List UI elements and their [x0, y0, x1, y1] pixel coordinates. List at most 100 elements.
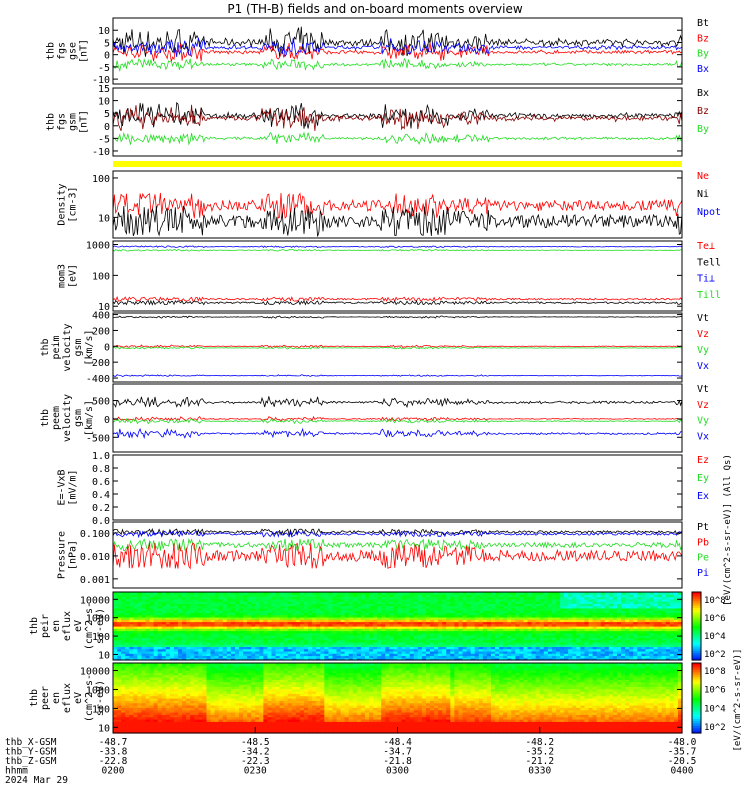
- heatmap-cell: [206, 641, 212, 645]
- heatmap-cell: [665, 610, 671, 613]
- heatmap-cell: [340, 626, 346, 629]
- heatmap-cell: [182, 667, 187, 671]
- heatmap-cell: [320, 632, 325, 636]
- y-tick-label: -10: [92, 147, 110, 158]
- heatmap-cell: [340, 607, 346, 611]
- heatmap-cell: [381, 626, 386, 629]
- heatmap-cell: [612, 648, 618, 652]
- heatmap-cell: [271, 623, 277, 627]
- heatmap-cell: [344, 621, 350, 625]
- heatmap-cell: [470, 612, 476, 616]
- heatmap-cell: [486, 644, 492, 647]
- heatmap-cell: [275, 628, 281, 632]
- heatmap-cell: [113, 623, 118, 627]
- heatmap-cell: [182, 594, 187, 598]
- heatmap-cell: [182, 702, 187, 706]
- heatmap-cell: [186, 657, 191, 661]
- heatmap-cell: [287, 653, 293, 657]
- heatmap-cell: [149, 646, 155, 650]
- heatmap-cell: [470, 639, 476, 643]
- heatmap-cell: [470, 644, 476, 647]
- heatmap-cell: [210, 644, 216, 647]
- heatmap-cell: [495, 630, 500, 634]
- heatmap-cell: [226, 605, 232, 609]
- heatmap-cell: [113, 681, 118, 685]
- heatmap-cell: [425, 621, 431, 625]
- heatmap-cell: [165, 714, 171, 718]
- heatmap-cell: [608, 646, 614, 650]
- heatmap-cell: [677, 657, 683, 661]
- heatmap-cell: [499, 594, 504, 598]
- y-axis-label: Density: [57, 183, 68, 225]
- heatmap-cell: [186, 598, 191, 602]
- heatmap-cell: [438, 628, 443, 632]
- heatmap-cell: [608, 594, 614, 598]
- heatmap-cell: [348, 641, 354, 645]
- heatmap-cell: [182, 607, 187, 611]
- heatmap-cell: [625, 601, 630, 604]
- heatmap-cell: [117, 709, 122, 713]
- heatmap-cell: [356, 610, 362, 613]
- heatmap-cell: [178, 707, 183, 711]
- heatmap-cell: [230, 655, 236, 659]
- heatmap-cell: [661, 630, 667, 634]
- heatmap-cell: [490, 592, 496, 595]
- heatmap-cell: [121, 702, 126, 706]
- heatmap-cell: [121, 681, 126, 685]
- heatmap-cell: [336, 621, 342, 625]
- heatmap-cell: [117, 693, 122, 697]
- heatmap-cell: [401, 621, 407, 625]
- heatmap-cell: [129, 650, 134, 654]
- heatmap-cell: [299, 621, 305, 625]
- heatmap-cell: [178, 594, 183, 598]
- heatmap-cell: [649, 596, 655, 600]
- heatmap-cell: [381, 594, 386, 598]
- legend-entry-Pe: Pe: [697, 553, 709, 564]
- heatmap-cell: [596, 598, 602, 602]
- heatmap-cell: [125, 632, 130, 636]
- heatmap-cell: [141, 670, 147, 673]
- heatmap-cell: [621, 653, 626, 657]
- heatmap-cell: [113, 730, 118, 734]
- heatmap-cell: [592, 623, 598, 627]
- heatmap-cell: [255, 632, 260, 636]
- heatmap-cell: [267, 603, 273, 607]
- heatmap-cell: [230, 592, 236, 595]
- heatmap-cell: [287, 592, 293, 595]
- heatmap-cell: [612, 635, 618, 638]
- heatmap-cell: [430, 635, 435, 638]
- heatmap-cell: [425, 644, 431, 647]
- heatmap-cell: [527, 626, 533, 629]
- heatmap-cell: [117, 663, 122, 666]
- heatmap-cell: [169, 601, 175, 604]
- heatmap-cell: [182, 639, 187, 643]
- heatmap-cell: [165, 605, 171, 609]
- heatmap-cell: [340, 639, 346, 643]
- heatmap-cell: [621, 635, 626, 638]
- heatmap-cell: [596, 610, 602, 613]
- heatmap-cell: [393, 621, 399, 625]
- heatmap-cell: [210, 635, 216, 638]
- heatmap-cell: [113, 667, 118, 671]
- heatmap-cell: [405, 646, 411, 650]
- heatmap-cell: [145, 677, 151, 680]
- heatmap-cell: [572, 596, 577, 600]
- heatmap-cell: [673, 650, 679, 654]
- heatmap-cell: [113, 686, 118, 690]
- heatmap-cell: [673, 644, 679, 647]
- heatmap-cell: [267, 614, 273, 618]
- heatmap-cell: [425, 603, 431, 607]
- heatmap-cell: [641, 614, 647, 618]
- heatmap-cell: [291, 607, 297, 611]
- heatmap-cell: [173, 623, 179, 627]
- heatmap-cell: [572, 646, 577, 650]
- heatmap-cell: [178, 681, 183, 685]
- heatmap-cell: [641, 619, 647, 623]
- heatmap-cell: [194, 650, 199, 654]
- heatmap-cell: [145, 709, 151, 713]
- heatmap-cell: [645, 626, 651, 629]
- heatmap-cell: [417, 655, 423, 659]
- heatmap-cell: [275, 650, 281, 654]
- heatmap-cell: [523, 635, 529, 638]
- heatmap-cell: [397, 657, 403, 661]
